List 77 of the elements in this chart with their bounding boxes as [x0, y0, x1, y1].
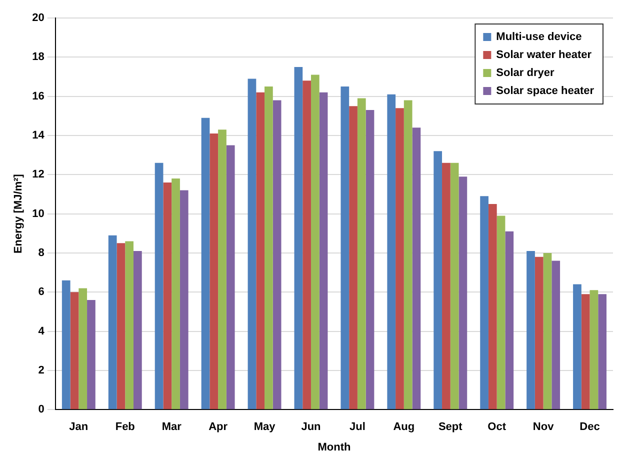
bar [357, 98, 366, 410]
bar [404, 100, 412, 410]
bar [319, 92, 328, 410]
bar [264, 86, 273, 410]
bar [87, 300, 96, 410]
y-tick-label: 0 [38, 404, 44, 416]
legend-label: Solar dryer [496, 67, 555, 80]
bar [340, 86, 350, 410]
y-tick-label: 16 [32, 90, 44, 102]
x-tick-label: Aug [393, 421, 415, 434]
bar [387, 94, 396, 410]
bar [163, 182, 172, 410]
bar [116, 243, 126, 410]
y-tick-label: 6 [38, 286, 44, 298]
bar [534, 256, 544, 410]
legend-label: Solar space heater [496, 85, 595, 98]
bar [496, 216, 506, 410]
bar [505, 231, 514, 410]
bar [366, 110, 374, 410]
bar [396, 108, 404, 410]
bar [573, 284, 582, 410]
bar [201, 118, 210, 410]
bar [450, 162, 459, 410]
y-tick-label: 8 [38, 246, 44, 259]
bar [412, 128, 421, 410]
y-tick-label: 12 [32, 168, 44, 181]
bar [272, 100, 282, 410]
bar [218, 130, 226, 410]
bar [598, 294, 606, 410]
bar [62, 280, 70, 410]
bar [302, 80, 311, 410]
y-tick-label: 20 [32, 12, 44, 24]
bar [552, 260, 560, 410]
y-tick-label: 10 [32, 208, 44, 220]
bar [78, 288, 88, 410]
x-tick-label: Sept [438, 421, 463, 434]
legend-label: Solar water heater [496, 49, 592, 62]
legend-label: Multi-use device [496, 31, 582, 44]
bar [180, 190, 188, 410]
bar [133, 251, 142, 410]
bar [154, 162, 164, 410]
x-tick-label: Nov [532, 421, 555, 434]
bar [108, 235, 117, 410]
bar [210, 134, 218, 410]
y-tick-label: 14 [32, 130, 46, 142]
bar [349, 106, 358, 410]
x-tick-label: Dec [580, 421, 600, 434]
x-tick-label: Apr [208, 421, 228, 434]
bar [526, 251, 535, 410]
bar [581, 294, 590, 410]
y-tick-label: 2 [38, 364, 44, 376]
bar [458, 176, 468, 410]
bar [248, 78, 256, 410]
x-tick-label: Oct [488, 421, 506, 434]
bar [434, 151, 442, 410]
bar [488, 204, 497, 410]
x-tick-label: Jan [69, 421, 88, 434]
bar [172, 178, 180, 410]
x-tick-label: Jun [301, 421, 322, 434]
bar [125, 241, 134, 410]
x-tick-label: Mar [162, 421, 182, 434]
x-tick-label: Feb [115, 421, 136, 434]
y-tick-label: 4 [38, 325, 46, 338]
bar [70, 292, 79, 410]
bar [294, 66, 303, 410]
x-tick-label: Jul [349, 421, 366, 434]
bar [480, 196, 488, 410]
bar [256, 92, 265, 410]
bar [226, 145, 235, 410]
y-tick-label: 18 [32, 51, 44, 64]
bar [442, 162, 450, 410]
x-tick-label: May [254, 421, 276, 434]
bar [590, 290, 598, 410]
x-axis-title: Month [318, 441, 351, 454]
bar [310, 74, 320, 410]
y-axis-title: Energy [MJ/m²] [12, 174, 25, 254]
bar [543, 252, 552, 410]
